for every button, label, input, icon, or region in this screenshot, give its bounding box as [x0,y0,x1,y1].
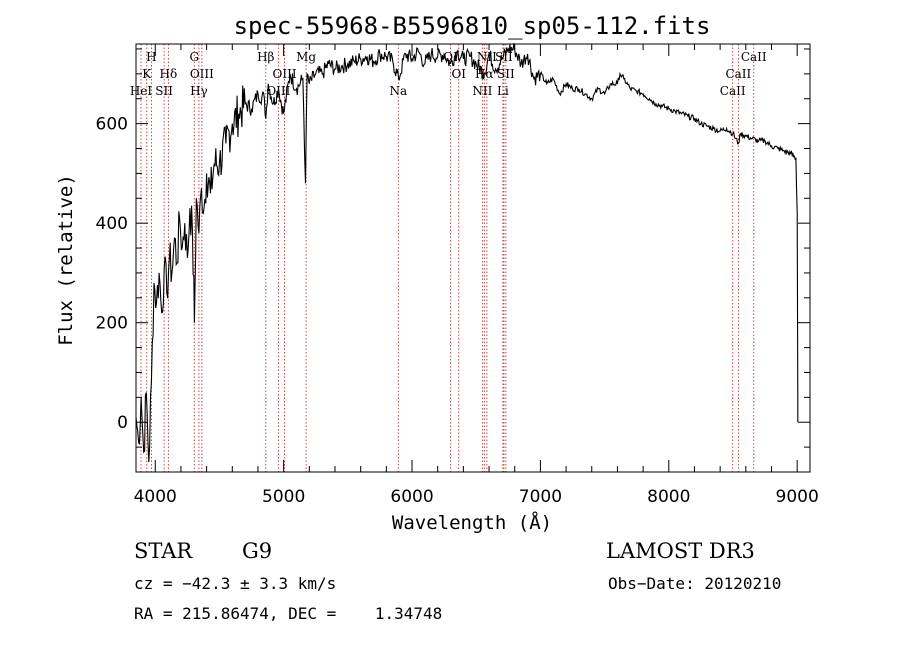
line-label: OIII [190,67,214,81]
x-tick-label: 5000 [262,487,305,507]
line-label: Na [389,84,407,98]
x-tick-label: 7000 [519,487,562,507]
sky-coordinates: RA = 215.86474, DEC = 1.34748 [134,604,443,623]
line-label: SII [497,67,515,81]
emission-line-markers [140,44,755,472]
plot-frame [135,43,811,473]
y-axis-label: Flux (relative) [55,174,77,346]
redshift-velocity: cz = −42.3 ± 3.3 km/s [134,574,337,593]
y-tick-label: 200 [96,314,128,334]
survey-name: LAMOST DR3 [606,539,755,563]
chart-title: spec-55968-B5596810_sp05-112.fits [234,12,711,40]
line-label: Hβ [257,50,274,64]
line-label: NII [477,50,497,64]
line-label: Li [497,84,509,98]
line-label: SII [495,50,513,64]
line-label: K [142,67,152,81]
line-label: Hγ [190,84,208,98]
line-label: SII [155,84,173,98]
line-label: Mg [296,50,316,64]
line-label: OI [451,67,466,81]
y-tick-label: 0 [117,413,128,433]
line-label: Hδ [160,67,178,81]
y-tick-label: 400 [96,214,128,234]
line-label: CaII [720,84,746,98]
object-class: STAR [134,539,193,563]
x-tick-label: 6000 [390,487,433,507]
observation-date: Obs−Date: 20120210 [608,574,782,593]
line-label: H [146,50,156,64]
y-tick-label: 600 [96,115,128,135]
line-label: G [189,50,199,64]
x-tick-label: 8000 [647,487,690,507]
axis-ticks: 4000 5000 6000 7000 8000 9000 0 200 400 600 [96,44,819,507]
x-tick-label: 4000 [134,487,177,507]
object-subclass: G9 [242,539,273,563]
spectrum-line [135,43,799,463]
x-axis-label: Wavelength (Å) [392,511,552,534]
line-label: HeI [130,84,153,98]
line-label: NII [472,84,492,98]
x-tick-label: 9000 [776,487,819,507]
line-label: CaII [741,50,767,64]
line-label: CaII [725,67,751,81]
